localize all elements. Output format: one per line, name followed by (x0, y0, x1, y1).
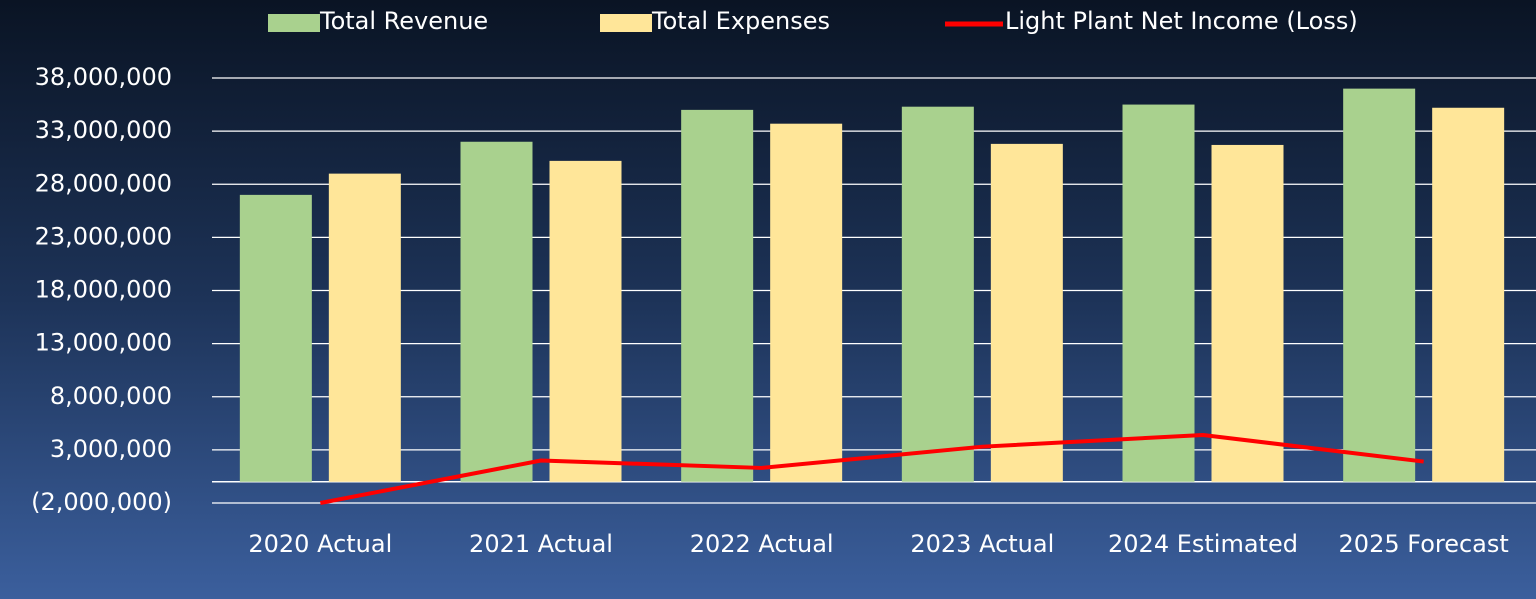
y-tick-label: 23,000,000 (35, 222, 172, 250)
bar (1343, 88, 1416, 482)
bar (239, 194, 312, 482)
bar (328, 173, 401, 482)
y-tick-label: 28,000,000 (35, 169, 172, 197)
x-tick-label: 2024 Estimated (1108, 530, 1298, 558)
y-tick-label: 18,000,000 (35, 276, 172, 304)
legend-label: Total Revenue (319, 7, 488, 35)
bar (1211, 144, 1284, 482)
bar (549, 160, 622, 482)
bar (901, 106, 974, 482)
y-tick-label: 33,000,000 (35, 116, 172, 144)
x-tick-label: 2025 Forecast (1339, 530, 1509, 558)
x-tick-label: 2022 Actual (690, 530, 834, 558)
bar (681, 109, 754, 482)
bar (1122, 104, 1195, 482)
legend-swatch (600, 14, 652, 32)
x-tick-label: 2021 Actual (469, 530, 613, 558)
y-tick-label: 13,000,000 (35, 329, 172, 357)
x-tick-label: 2023 Actual (910, 530, 1054, 558)
legend-swatch (268, 14, 320, 32)
bar (1432, 107, 1505, 482)
y-tick-label: 8,000,000 (50, 382, 172, 410)
bar (990, 143, 1063, 482)
bar (770, 123, 843, 482)
x-tick-label: 2020 Actual (248, 530, 392, 558)
y-tick-label: 3,000,000 (50, 435, 172, 463)
line (319, 433, 1424, 505)
bar (460, 141, 533, 482)
y-tick-label: (2,000,000) (31, 488, 172, 516)
legend-label: Total Expenses (651, 7, 830, 35)
legend-label: Light Plant Net Income (Loss) (1005, 7, 1358, 35)
y-tick-label: 38,000,000 (35, 63, 172, 91)
